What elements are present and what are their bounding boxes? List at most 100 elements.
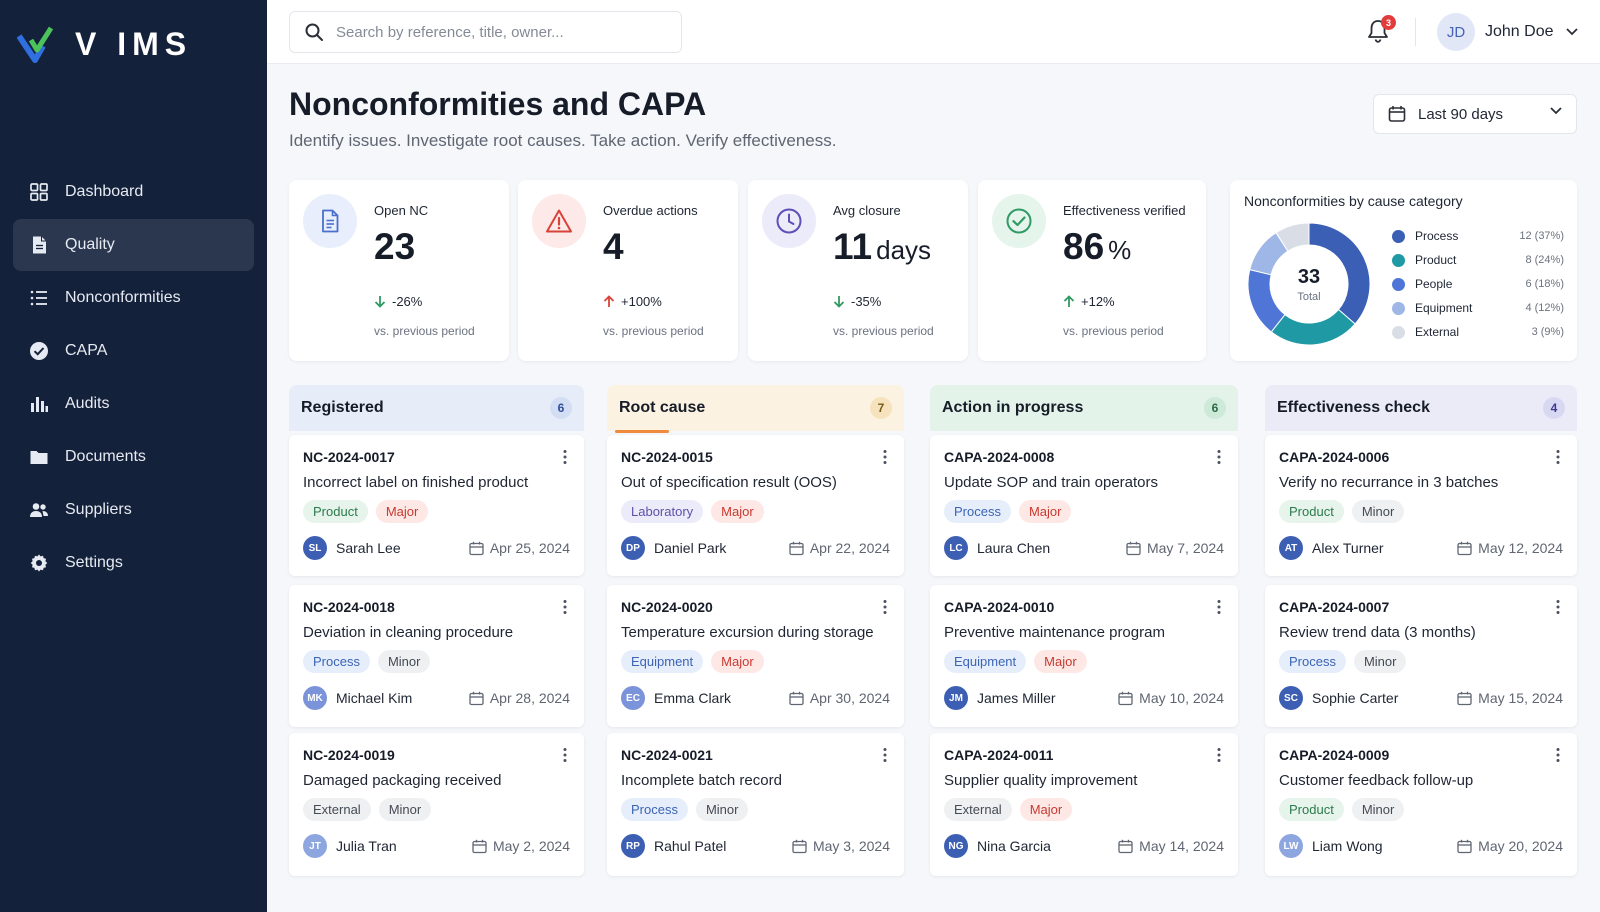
notifications-button[interactable]: 3 xyxy=(1366,15,1396,46)
calendar-icon xyxy=(1118,839,1133,853)
kanban-card[interactable]: NC-2024-0015 Out of specification result… xyxy=(607,435,904,576)
more-options-icon[interactable] xyxy=(878,747,892,763)
card-reference: NC-2024-0019 xyxy=(303,747,395,763)
calendar-icon xyxy=(472,839,487,853)
donut-chart xyxy=(1247,222,1371,346)
sidebar-item-settings[interactable]: Settings xyxy=(13,537,254,589)
kanban-card[interactable]: NC-2024-0020 Temperature excursion durin… xyxy=(607,585,904,727)
owner-name: Alex Turner xyxy=(1312,540,1384,556)
more-options-icon[interactable] xyxy=(1551,449,1565,465)
more-options-icon[interactable] xyxy=(1212,449,1226,465)
tag: External xyxy=(303,798,371,821)
more-options-icon[interactable] xyxy=(878,449,892,465)
more-options-icon[interactable] xyxy=(1212,599,1226,615)
column-title: Registered xyxy=(301,399,384,416)
kanban-card[interactable]: NC-2024-0018 Deviation in cleaning proce… xyxy=(289,585,584,727)
sidebar-item-documents[interactable]: Documents xyxy=(13,431,254,483)
kanban-card[interactable]: NC-2024-0017 Incorrect label on finished… xyxy=(289,435,584,576)
card-tags: Process Major xyxy=(944,500,1072,523)
search-input[interactable] xyxy=(336,23,666,41)
stat-card[interactable]: Avg closure 11 days -35% vs. previous per… xyxy=(748,180,968,361)
kanban-card[interactable]: NC-2024-0021 Incomplete batch record Pro… xyxy=(607,733,904,876)
more-options-icon[interactable] xyxy=(1551,747,1565,763)
more-options-icon[interactable] xyxy=(558,599,572,615)
sidebar-item-nonconformities[interactable]: Nonconformities xyxy=(13,272,254,324)
avatar: DP xyxy=(621,536,645,560)
more-options-icon[interactable] xyxy=(1551,599,1565,615)
kanban-card[interactable]: CAPA-2024-0006 Verify no recurrance in 3… xyxy=(1265,435,1577,576)
column-count-badge: 6 xyxy=(1204,397,1226,419)
users-icon xyxy=(29,500,49,520)
stat-card[interactable]: Open NC 23 -26% vs. previous period xyxy=(289,180,509,361)
card-reference: CAPA-2024-0011 xyxy=(944,747,1054,763)
donut-slice-external[interactable] xyxy=(1275,222,1310,252)
card-footer: SL Sarah Lee Apr 25, 2024 xyxy=(303,536,570,560)
legend-label: External xyxy=(1415,325,1460,339)
active-column-indicator xyxy=(615,430,669,433)
document-icon xyxy=(303,194,357,248)
more-options-icon[interactable] xyxy=(558,449,572,465)
sidebar-item-suppliers[interactable]: Suppliers xyxy=(13,484,254,536)
check-circle-icon xyxy=(992,194,1046,248)
arrow-up-icon xyxy=(1063,295,1075,307)
tag: External xyxy=(944,798,1012,821)
card-footer: EC Emma Clark Apr 30, 2024 xyxy=(621,686,890,710)
column-title: Effectiveness check xyxy=(1277,399,1430,416)
legend-label: Product xyxy=(1415,253,1457,267)
tag: Minor xyxy=(695,798,749,821)
user-menu[interactable]: JD John Doe xyxy=(1437,13,1578,51)
arrow-up-icon xyxy=(603,295,615,307)
legend-value: 12 (37%) xyxy=(1519,230,1564,242)
legend-value: 4 (12%) xyxy=(1525,302,1564,314)
more-options-icon[interactable] xyxy=(558,747,572,763)
chart-title: Nonconformities by cause category xyxy=(1244,193,1463,209)
chevron-down-icon xyxy=(1550,107,1562,115)
more-options-icon[interactable] xyxy=(1212,747,1226,763)
column-count-badge: 7 xyxy=(870,397,892,419)
avatar: MK xyxy=(303,686,327,710)
clock-icon xyxy=(762,194,816,248)
tag: Minor xyxy=(378,798,432,821)
due-date: May 12, 2024 xyxy=(1457,540,1563,556)
sidebar-item-dashboard[interactable]: Dashboard xyxy=(13,166,254,218)
column-count-badge: 4 xyxy=(1543,397,1565,419)
tag: Major xyxy=(1018,500,1072,523)
due-date: Apr 25, 2024 xyxy=(469,540,570,556)
sidebar-item-audits[interactable]: Audits xyxy=(13,378,254,430)
kanban-card[interactable]: NC-2024-0019 Damaged packaging received … xyxy=(289,733,584,876)
card-footer: SC Sophie Carter May 15, 2024 xyxy=(1279,686,1563,710)
grid-icon xyxy=(29,182,49,202)
kanban-card[interactable]: CAPA-2024-0007 Review trend data (3 mont… xyxy=(1265,585,1577,727)
card-tags: Process Minor xyxy=(303,650,431,673)
column-header[interactable]: Action in progress 6 xyxy=(930,385,1238,431)
due-date: Apr 28, 2024 xyxy=(469,690,570,706)
search-box[interactable] xyxy=(289,11,682,53)
avatar: LC xyxy=(944,536,968,560)
card-tags: External Minor xyxy=(303,798,432,821)
avatar: SC xyxy=(1279,686,1303,710)
stat-label: Avg closure xyxy=(833,203,901,218)
stat-label: Open NC xyxy=(374,203,429,218)
stat-card[interactable]: Effectiveness verified 86% +12% vs. prev… xyxy=(978,180,1206,361)
app-logo[interactable]: V IMS xyxy=(17,22,192,66)
stat-card[interactable]: Overdue actions 4 +100% vs. previous per… xyxy=(518,180,738,361)
more-options-icon[interactable] xyxy=(878,599,892,615)
kanban-card[interactable]: CAPA-2024-0009 Customer feedback follow-… xyxy=(1265,733,1577,876)
date-range-select[interactable]: Last 90 days xyxy=(1373,94,1577,134)
column-header[interactable]: Root cause 7 xyxy=(607,385,904,433)
kanban-card[interactable]: CAPA-2024-0010 Preventive maintenance pr… xyxy=(930,585,1238,727)
column-header[interactable]: Registered 6 xyxy=(289,385,584,431)
card-reference: NC-2024-0015 xyxy=(621,449,713,465)
calendar-icon xyxy=(792,839,807,853)
tag: Process xyxy=(1279,650,1346,673)
legend-item: Equipment 4 (12%) xyxy=(1392,296,1564,320)
stat-label: Effectiveness verified xyxy=(1063,203,1186,218)
arrow-down-icon xyxy=(833,296,845,308)
sidebar-item-quality[interactable]: Quality xyxy=(13,219,254,271)
card-footer: NG Nina Garcia May 14, 2024 xyxy=(944,834,1224,858)
kanban-card[interactable]: CAPA-2024-0011 Supplier quality improvem… xyxy=(930,733,1238,876)
gear-icon xyxy=(29,553,49,573)
sidebar-item-capa[interactable]: CAPA xyxy=(13,325,254,377)
column-header[interactable]: Effectiveness check 4 xyxy=(1265,385,1577,431)
kanban-card[interactable]: CAPA-2024-0008 Update SOP and train oper… xyxy=(930,435,1238,576)
